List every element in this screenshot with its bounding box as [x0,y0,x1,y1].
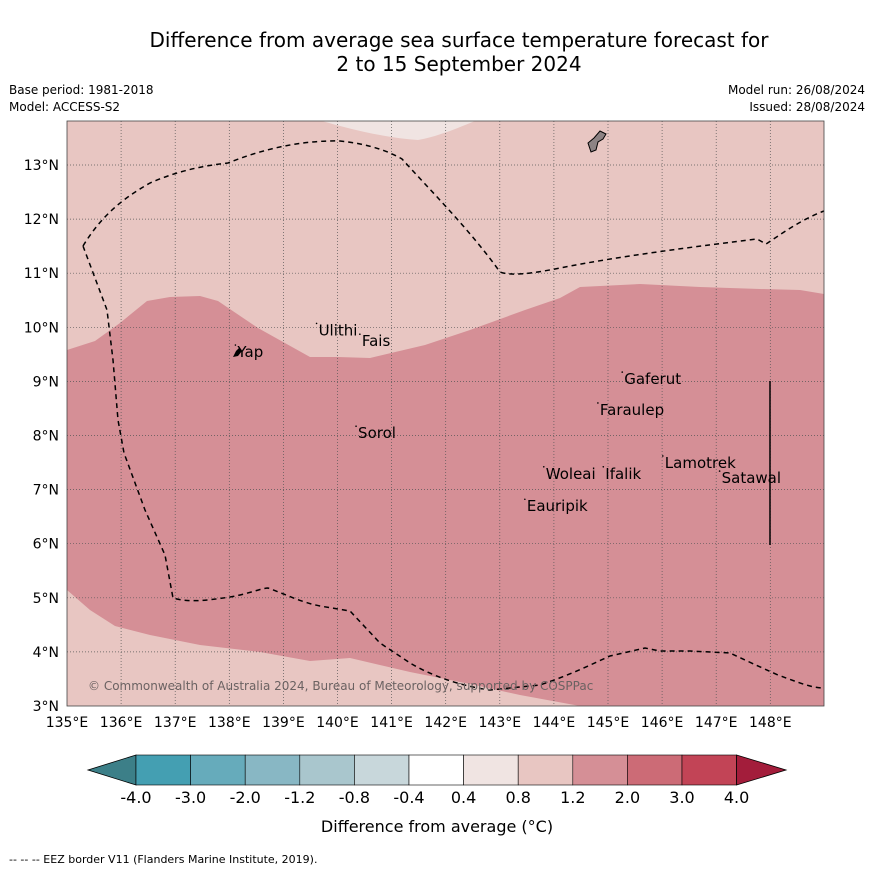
lat-tick-label: 13°N [24,158,59,174]
colorbar: -4.0 -3.0 -2.0 -1.2 -0.8 -0.4 0.4 0.8 1.2 2.0 3.0 4… [86,754,788,807]
colorbar-tick-label: 1.2 [560,788,585,807]
colorbar-tick-label: 0.4 [451,788,476,807]
lon-tick-label: 137°E [154,715,197,731]
colorbar-label: Difference from average (°C) [321,817,553,836]
colorbar-tick-label: -0.4 [393,788,424,807]
lon-tick-label: 145°E [587,715,630,731]
lon-tick-label: 144°E [533,715,576,731]
lat-tick-label: 6°N [33,537,59,553]
model-name: Model: ACCESS-S2 [9,100,121,114]
place-marker [597,402,599,404]
meta-right: Model run: 26/08/2024 Issued: 28/08/2024 [728,82,865,116]
place-label: Yap [236,343,263,361]
place-marker [662,455,664,457]
grid-lines [67,121,824,706]
latitude-tick-labels: 3°N 4°N 5°N 6°N 7°N 8°N 9°N 10°N 11°N 12°N 13°N [24,158,59,715]
place-marker [524,498,526,501]
colorbar-tick-label: -4.0 [120,788,151,807]
lon-tick-label: 141°E [370,715,413,731]
lat-tick-label: 5°N [33,591,59,607]
place-label: Lamotrek [665,454,736,472]
model-run: Model run: 26/08/2024 [727,83,865,97]
title-line-2: 2 to 15 September 2024 [336,52,582,76]
lon-tick-label: 138°E [208,715,251,731]
colorbar-segment [572,754,628,786]
eez-border [82,140,825,691]
colorbar-tick-label: 4.0 [724,788,749,807]
colorbar-segment [299,754,355,786]
place-label: Ifalik [605,465,641,483]
guam-island [587,130,607,153]
colorbar-under-arrow [86,754,137,786]
colorbar-tick-label: 0.8 [505,788,530,807]
lon-tick-label: 148°E [749,715,792,731]
colorbar-tick-label: -0.8 [339,788,370,807]
place-label: Faraulep [600,401,664,419]
band-0p4-0p8 [322,121,475,140]
base-period: Base period: 1981-2018 [9,83,154,97]
place-label: Satawal [722,469,781,487]
lat-tick-label: 8°N [33,429,59,445]
place-label: Woleai [546,465,596,483]
colorbar-segment [244,754,301,786]
lat-tick-label: 10°N [24,320,59,336]
band-1p2-2p0 [67,284,824,706]
colorbar-segment [627,754,683,786]
colorbar-segment [463,754,519,786]
place-marker [718,470,721,472]
yap-island [233,348,242,357]
place-marker [359,333,361,336]
colorbar-tick-label: -1.2 [284,788,315,807]
lon-tick-label: 142°E [424,715,467,731]
place-marker [621,371,624,373]
colorbar-segment [354,754,410,786]
copyright-text: © Commonwealth of Australia 2024, Bureau… [88,679,593,693]
colorbar-tick-label: 2.0 [615,788,640,807]
lon-tick-label: 143°E [479,715,522,731]
issued-date: Issued: 28/08/2024 [749,100,865,114]
map-frame [66,120,825,707]
colorbar-segment [517,754,574,786]
place-marker [315,322,318,325]
colorbar-over-arrow [736,754,788,786]
map-area [67,121,824,706]
colorbar-segment [135,754,191,786]
lon-tick-label: 136°E [100,715,143,731]
place-label: Ulithi [319,321,358,339]
place-label: Eauripik [527,497,588,515]
title-line-1: Difference from average sea surface temp… [149,28,769,52]
lat-tick-label: 7°N [33,483,59,499]
lat-tick-label: 9°N [33,374,59,390]
lon-tick-label: 139°E [262,715,305,731]
colorbar-segment [408,754,464,786]
lon-tick-label: 140°E [316,715,359,731]
colorbar-tick-label: -2.0 [230,788,261,807]
place-label: Gaferut [624,370,681,388]
colorbar-segment [190,754,246,786]
place-marker [602,465,605,468]
place-label: Fais [362,332,391,350]
chart-title: Difference from average sea surface temp… [0,28,873,76]
place-marker [234,344,237,346]
lat-tick-label: 3°N [33,699,59,715]
colorbar-tick-label: 3.0 [669,788,694,807]
lon-tick-label: 135°E [46,715,89,731]
footer-note: -- -- -- EEZ border V11 (Flanders Marine… [9,853,318,866]
lat-tick-label: 4°N [33,645,59,661]
longitude-tick-labels: 135°E 136°E 137°E 138°E 139°E 140°E 141°E 142°E… [46,715,792,731]
lon-tick-label: 147°E [695,715,738,731]
colorbar-segment [681,754,737,786]
lat-tick-label: 11°N [24,266,59,282]
place-marker [542,465,545,468]
colorbar-tick-label: -3.0 [175,788,206,807]
lat-tick-label: 12°N [24,212,59,228]
place-label: Sorol [358,424,396,442]
place-marker [355,425,357,428]
meta-left: Base period: 1981-2018 Model: ACCESS-S2 [9,82,154,116]
lon-tick-label: 146°E [641,715,684,731]
